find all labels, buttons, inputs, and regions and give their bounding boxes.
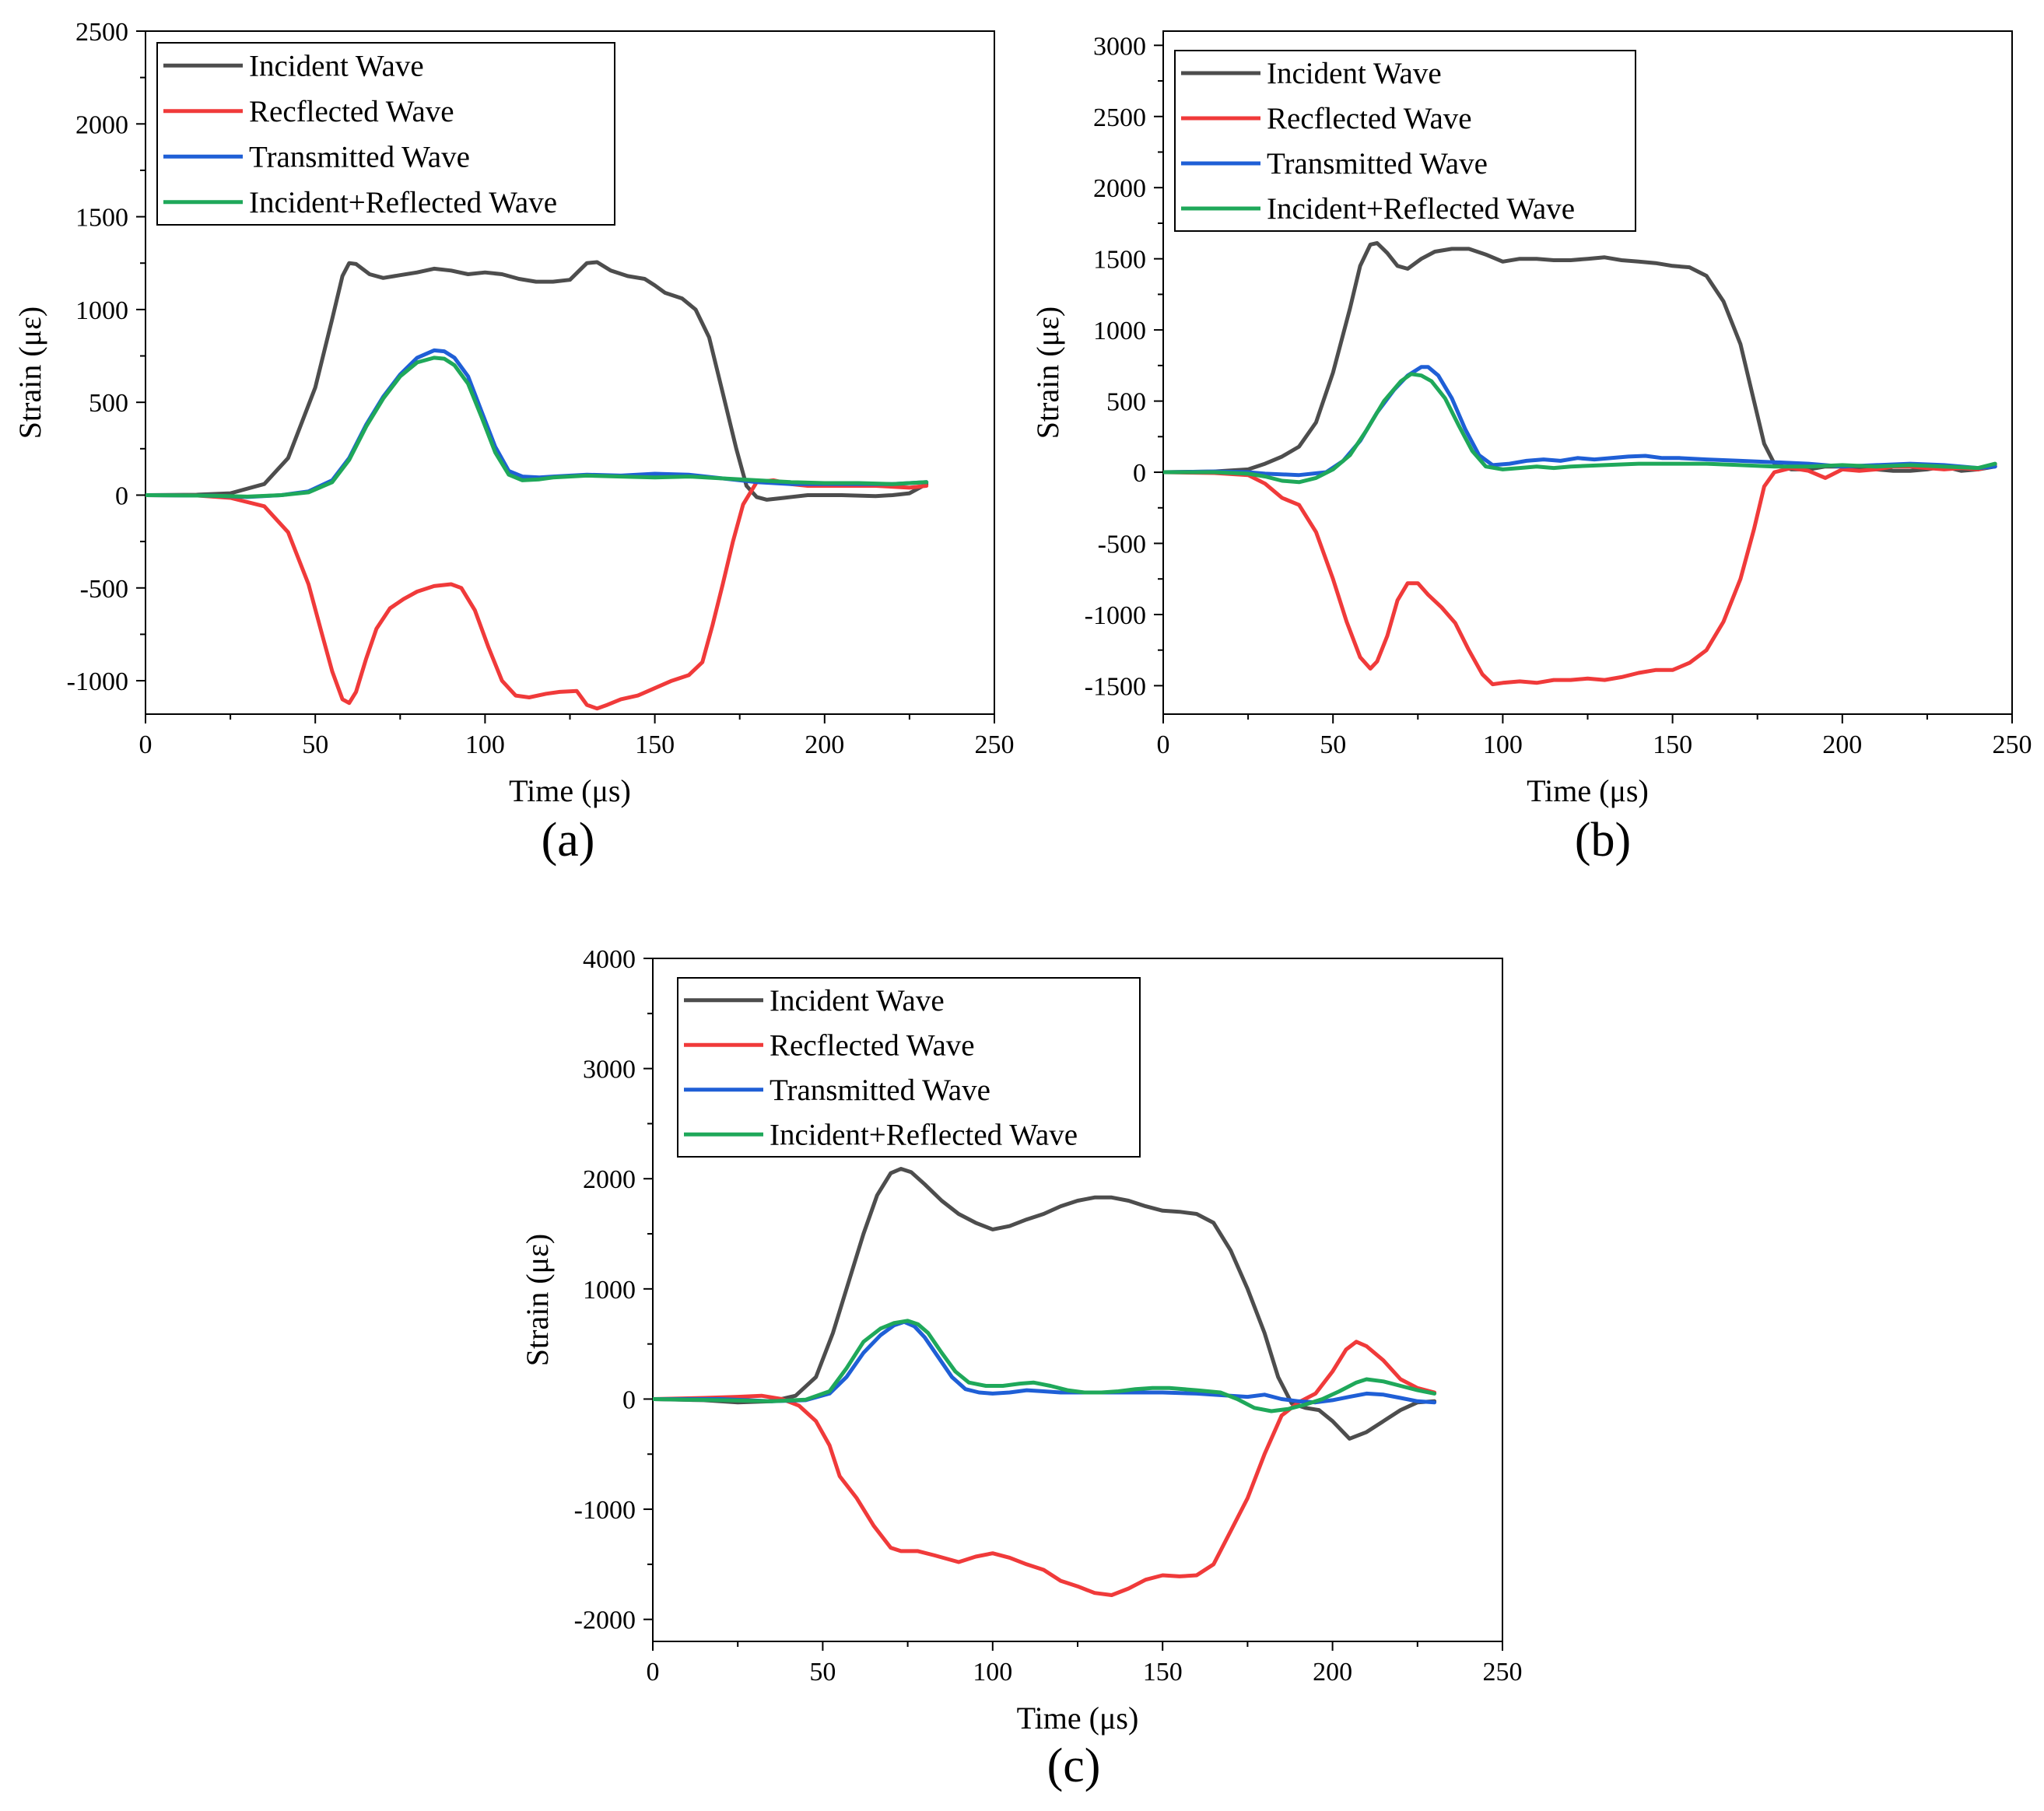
chart-c-x-tick-label: 150	[1143, 1658, 1183, 1687]
chart-c-x-axis-label: Time (μs)	[1017, 1701, 1139, 1736]
chart-b-legend-label: Incident+Reflected Wave	[1267, 192, 1575, 226]
chart-a-series-incident	[145, 260, 929, 502]
chart-b-x-tick-label: 250	[1993, 730, 2032, 759]
chart-b-y-tick-label: 2000	[1093, 174, 1146, 203]
chart-a-x-tick-label: 100	[465, 730, 505, 759]
chart-a-y-tick-label: 0	[115, 482, 128, 510]
chart-b-x-axis-label: Time (μs)	[1527, 773, 1649, 808]
chart-c-x-tick-label: 50	[809, 1658, 836, 1687]
chart-c-y-tick-label: -1000	[574, 1496, 636, 1525]
chart-c-legend-label: Incident Wave	[770, 984, 945, 1018]
chart-b-y-tick-label: 1500	[1093, 246, 1146, 275]
chart-b-y-tick-label: -500	[1098, 531, 1146, 559]
chart-b-y-tick-label: 2500	[1093, 103, 1146, 132]
chart-b-legend-box	[1174, 50, 1636, 232]
chart-b-x-tick-label: 0	[1157, 730, 1170, 759]
chart-c-y-tick-label: -2000	[574, 1606, 636, 1635]
chart-c-y-axis-label: Strain (με)	[520, 1234, 555, 1366]
chart-b-x-tick-label: 200	[1822, 730, 1862, 759]
chart-b-y-tick-label: 1000	[1093, 317, 1146, 345]
chart-c-legend-label: Transmitted Wave	[770, 1074, 990, 1107]
chart-a-y-tick-label: 1000	[75, 296, 128, 325]
chart-b-x-tick-label: 100	[1483, 730, 1523, 759]
chart-a-x-tick-label: 150	[635, 730, 675, 759]
chart-a-series-transmitted	[145, 348, 929, 499]
chart-c-x-tick-label: 200	[1313, 1658, 1352, 1687]
chart-c-series-reflected	[653, 1340, 1437, 1597]
chart-a-series-group	[145, 260, 929, 711]
chart-c-y-tick-label: 2000	[583, 1165, 636, 1194]
chart-b-y-axis-label: Strain (με)	[1030, 307, 1065, 439]
chart-a-y-tick-label: 1500	[75, 204, 128, 233]
chart-a-y-tick-label: 2500	[75, 18, 128, 47]
chart-b-series-group	[1163, 241, 1997, 687]
chart-c-x-tick-label: 0	[647, 1658, 660, 1687]
chart-a-series-reflected	[145, 478, 929, 711]
chart-c-series-transmitted	[653, 1319, 1437, 1405]
chart-b-legend-label: Incident Wave	[1267, 57, 1442, 90]
chart-a-legend-label: Incident Wave	[249, 49, 424, 82]
chart-c-x-tick-label: 250	[1483, 1658, 1523, 1687]
chart-b-y-tick-label: 500	[1106, 388, 1146, 417]
chart-b-x-tick-label: 50	[1320, 730, 1346, 759]
chart-c-x-tick-label: 100	[973, 1658, 1012, 1687]
chart-b-x-tick-label: 150	[1653, 730, 1692, 759]
chart-c-y-tick-label: 1000	[583, 1276, 636, 1305]
chart-b-series-transmitted	[1163, 365, 1997, 478]
chart-a-x-axis-label: Time (μs)	[509, 773, 631, 808]
chart-c-series-group	[653, 1167, 1437, 1597]
chart-b-y-tick-label: 0	[1133, 459, 1146, 488]
chart-c-legend-box	[677, 977, 1141, 1158]
chart-a-x-tick-label: 200	[805, 730, 844, 759]
chart-c-series-incident	[653, 1167, 1437, 1441]
chart-b-legend-label: Transmitted Wave	[1267, 147, 1488, 180]
chart-a-legend-label: Recflected Wave	[249, 95, 454, 128]
chart-b-y-tick-label: -1000	[1085, 601, 1146, 630]
chart-b-series-incident	[1163, 241, 1997, 475]
chart-b-legend-label: Recflected Wave	[1267, 102, 1472, 135]
chart-b-series-reflected	[1163, 463, 1997, 687]
chart-a-panel-label: (a)	[542, 814, 595, 867]
chart-b-panel-label: (b)	[1575, 814, 1631, 867]
chart-b-y-tick-label: -1500	[1085, 672, 1146, 701]
chart-c-legend-label: Recflected Wave	[770, 1028, 975, 1062]
chart-c-panel-label: (c)	[1047, 1739, 1101, 1792]
panel-c: 0 50 100 150 200 250 -2000 -1000 0 1000 2000 3000 40…	[520, 945, 1523, 1792]
chart-a-y-tick-label: 500	[89, 389, 128, 418]
chart-a-y-tick-label: 2000	[75, 110, 128, 139]
chart-a-y-axis-label: Strain (με)	[12, 307, 47, 439]
chart-a-y-tick-label: -1000	[67, 667, 128, 696]
chart-c-y-tick-label: 4000	[583, 945, 636, 974]
chart-c-y-tick-label: 0	[622, 1385, 636, 1414]
chart-c-legend-label: Incident+Reflected Wave	[770, 1118, 1078, 1151]
chart-c-series-incident-reflected	[653, 1319, 1437, 1413]
chart-a-series-incident-reflected	[145, 356, 929, 499]
chart-a-legend-label: Transmitted Wave	[249, 140, 470, 173]
chart-a-x-tick-label: 0	[139, 730, 153, 759]
chart-a-x-tick-label: 250	[975, 730, 1015, 759]
chart-c-y-tick-label: 3000	[583, 1056, 636, 1084]
chart-b-y-tick-label: 3000	[1093, 32, 1146, 61]
chart-a-x-tick-label: 50	[302, 730, 328, 759]
panel-a: 0 50 100 150 200 250 -1000 -500 0 500 1000 1500 2000…	[12, 18, 1015, 867]
chart-b-series-incident-reflected	[1163, 372, 1997, 485]
panel-b: 0 50 100 150 200 250 -1500 -1000 -500 0 500 1000 150…	[1030, 30, 2032, 867]
chart-a-legend-box	[156, 42, 615, 226]
chart-a-y-tick-label: -500	[80, 575, 128, 604]
chart-a-legend-label: Incident+Reflected Wave	[249, 186, 557, 219]
